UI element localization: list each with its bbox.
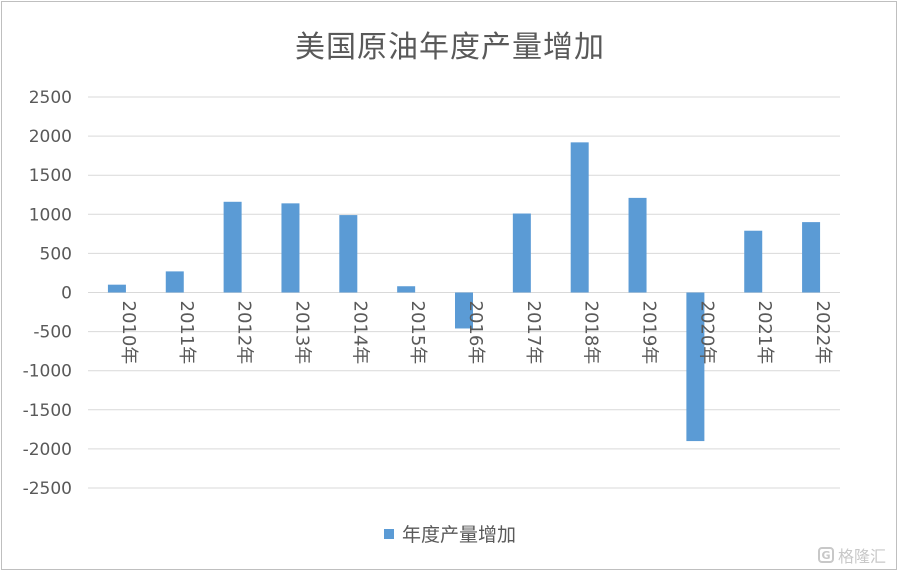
bar-2016年 (455, 292, 473, 329)
y-tick-label: 2500 (29, 88, 72, 108)
y-tick-label: 2000 (29, 127, 72, 147)
legend: 年度产量增加 (0, 520, 900, 547)
bar-2010年 (107, 284, 126, 293)
bar-2017年 (512, 213, 531, 293)
y-tick-label: -2000 (23, 440, 72, 460)
x-tick-label: 2011年 (176, 301, 197, 365)
x-tick-label: 2015年 (407, 301, 428, 365)
bar-2019年 (628, 197, 647, 293)
bar-2014年 (339, 215, 358, 293)
y-tick-label: -1500 (23, 401, 72, 421)
y-tick-label: 1000 (29, 205, 72, 225)
y-tick-label: -2500 (23, 479, 72, 499)
x-tick-label: 2020年 (696, 301, 717, 365)
bar-2015年 (397, 286, 416, 293)
bar-2012年 (223, 201, 242, 293)
x-tick-label: 2013年 (291, 301, 312, 365)
x-tick-label: 2010年 (118, 301, 139, 365)
x-tick-label: 2016年 (465, 301, 486, 365)
x-tick-label: 2014年 (349, 301, 370, 365)
y-tick-label: -1000 (23, 362, 72, 382)
bar-2018年 (570, 142, 589, 293)
y-tick-label: 1500 (29, 166, 72, 186)
x-tick-label: 2021年 (754, 301, 775, 365)
watermark-text: 格隆汇 (837, 547, 886, 566)
y-tick-label: 0 (61, 284, 72, 304)
bar-2022年 (802, 222, 821, 293)
gelonghui-logo-icon: G (817, 547, 834, 563)
x-tick-label: 2018年 (581, 301, 602, 365)
x-tick-label: 2022年 (812, 301, 833, 365)
y-tick-label: -500 (33, 323, 72, 343)
watermark: G 格隆汇 (817, 543, 886, 567)
x-tick-label: 2019年 (639, 301, 660, 365)
bar-2011年 (165, 271, 184, 293)
bar-2013年 (281, 203, 300, 293)
y-tick-label: 500 (40, 244, 72, 264)
x-tick-label: 2012年 (234, 301, 255, 365)
bar-2020年 (686, 292, 705, 442)
bar-2021年 (744, 230, 763, 293)
chart-title: 美国原油年度产量增加 (295, 30, 605, 65)
legend-swatch (383, 528, 394, 539)
x-tick-label: 2017年 (523, 301, 544, 365)
legend-label: 年度产量增加 (401, 524, 516, 546)
